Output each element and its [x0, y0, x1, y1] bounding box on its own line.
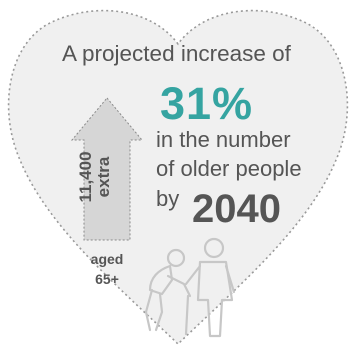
- age-label-line1: aged: [90, 251, 124, 267]
- target-year: 2040: [192, 187, 281, 231]
- headline-line-b: of older people: [156, 156, 302, 181]
- headline-by: by: [156, 186, 180, 211]
- age-label: aged 65+: [80, 249, 134, 289]
- headline-prefix: A projected increase of: [62, 41, 291, 66]
- extra-label: extra: [94, 156, 113, 198]
- percentage-value: 31%: [160, 78, 254, 129]
- arrow-label: 11,400 extra: [76, 147, 137, 207]
- headline-line-a: in the number: [156, 127, 291, 152]
- age-label-line2: 65+: [95, 271, 119, 287]
- extra-count: 11,400: [76, 151, 95, 203]
